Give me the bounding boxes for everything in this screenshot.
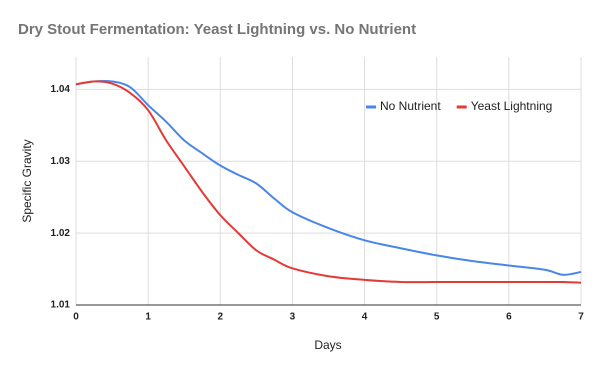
x-tick-label: 5 [434,312,440,323]
y-axis-title: Specific Gravity [20,139,34,222]
x-tick-label: 3 [290,312,296,323]
x-tick-label: 6 [506,312,512,323]
x-tick-label: 1 [145,312,151,323]
series-line [75,79,582,276]
legend-label: Yeast Lightning [471,99,553,113]
y-tick-label: 1.03 [51,156,71,167]
chart-title: Dry Stout Fermentation: Yeast Lightning … [18,21,416,38]
y-tick-label: 1.04 [51,84,71,95]
x-tick-label: 2 [218,312,224,323]
y-tick-label: 1.01 [51,300,71,311]
x-tick-label: 0 [73,312,79,323]
x-tick-label: 4 [362,312,368,323]
series-line [75,80,582,284]
x-axis-title: Days [314,338,341,352]
x-tick-label: 7 [578,312,584,323]
legend-label: No Nutrient [380,99,441,113]
y-tick-label: 1.02 [51,228,71,239]
